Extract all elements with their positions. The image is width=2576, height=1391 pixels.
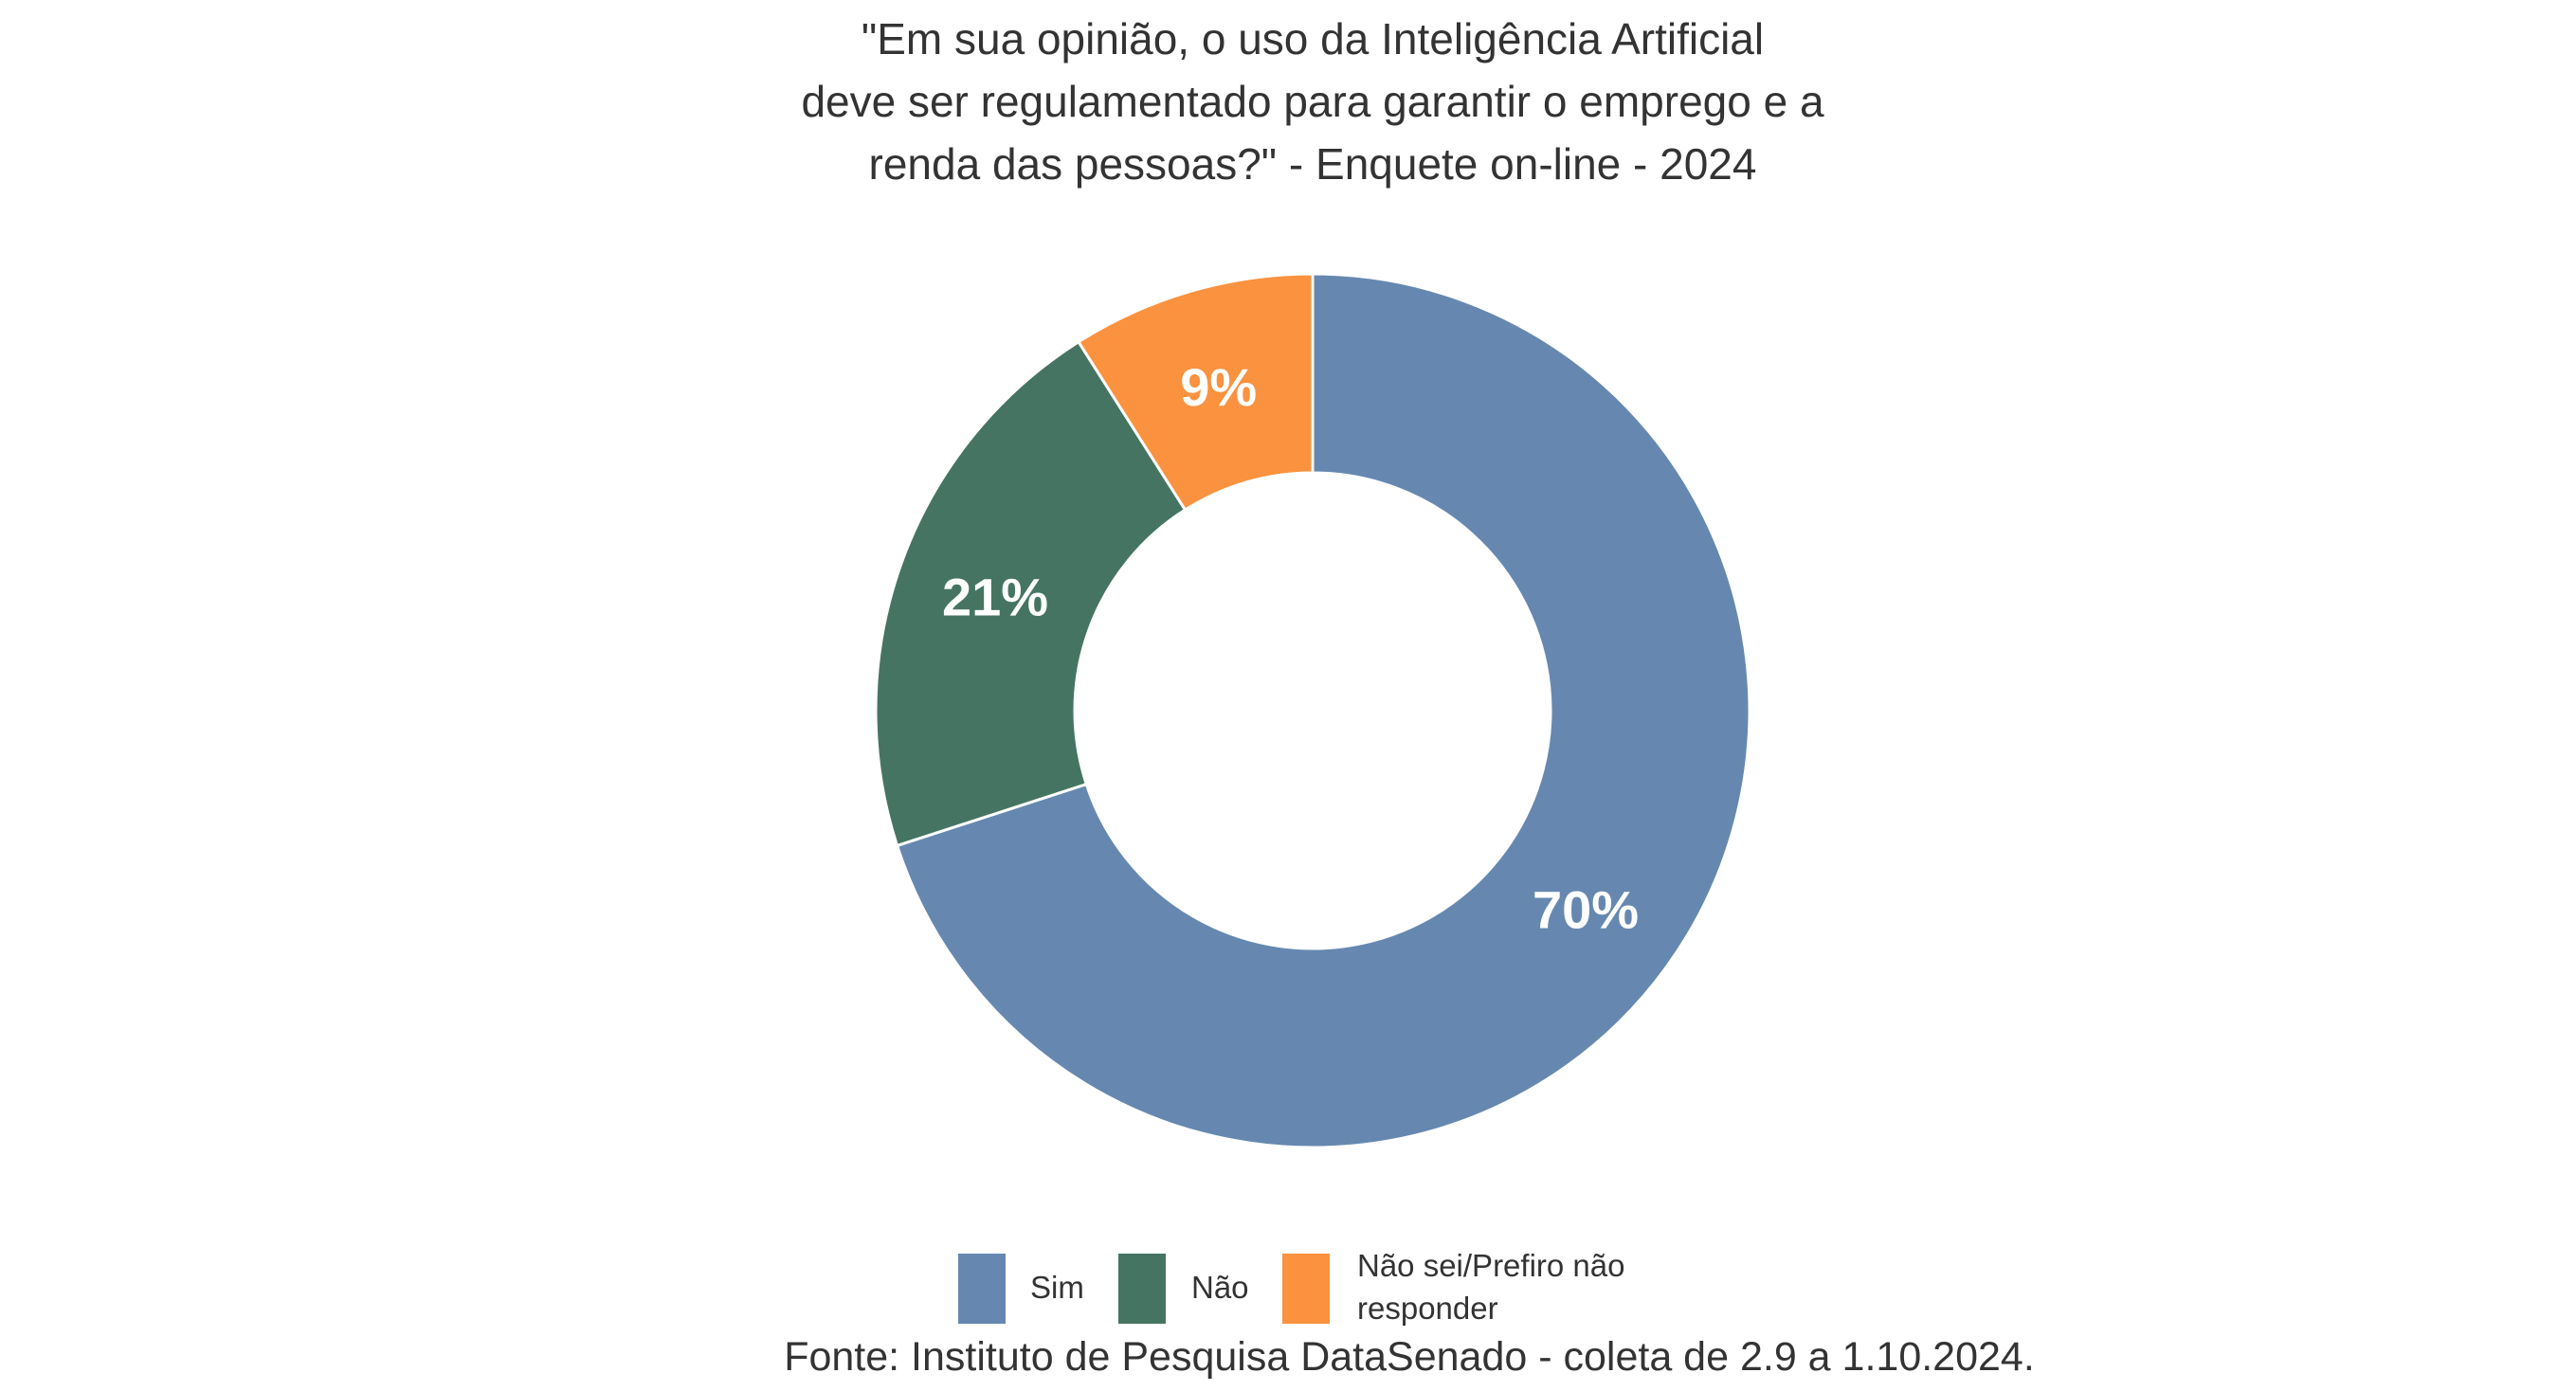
legend-swatch-sim	[958, 1254, 1006, 1324]
data-label-nao-sei: 9%	[1180, 357, 1257, 417]
legend-swatch-nao	[1118, 1254, 1166, 1324]
source-note: Fonte: Instituto de Pesquisa DataSenado …	[784, 1334, 2035, 1380]
legend-swatch-nao-sei	[1282, 1254, 1330, 1324]
title-line-3: renda das pessoas?" - Enquete on-line - …	[868, 139, 1757, 189]
donut-slice-nao-sei	[1076, 272, 1315, 513]
legend-label-nao-sei-line-1: Não sei/Prefiro não	[1357, 1248, 1625, 1283]
title-line-2: deve ser regulamentado para garantir o e…	[801, 77, 1824, 126]
data-label-sim: 70%	[1533, 879, 1639, 939]
title-line-1: "Em sua opinião, o uso da Inteligência A…	[861, 14, 1765, 63]
donut-slice-sim	[895, 272, 1751, 1149]
legend-label-nao-sei: Não sei/Prefiro não responder	[1357, 1244, 1624, 1329]
chart-title: "Em sua opinião, o uso da Inteligência A…	[0, 8, 2576, 195]
legend-label-nao-sei-line-2: responder	[1357, 1291, 1498, 1326]
legend-label-nao: Não	[1191, 1270, 1249, 1305]
legend-label-sim: Sim	[1030, 1270, 1084, 1305]
data-label-nao: 21%	[942, 567, 1048, 626]
donut-slice-nao	[874, 339, 1188, 848]
